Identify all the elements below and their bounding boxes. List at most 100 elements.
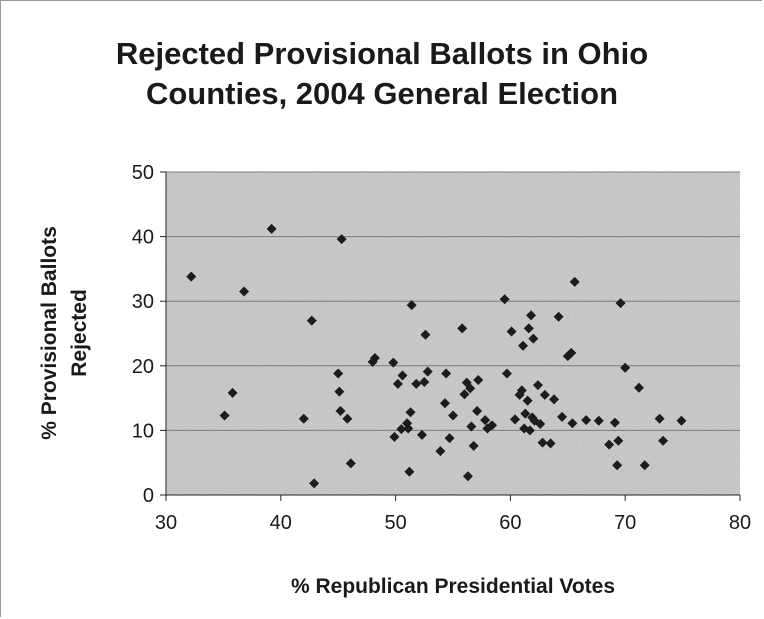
data-point-56 [520,408,531,419]
data-point-62 [528,333,539,344]
y-tick-labels: 0 10 20 30 40 50 [132,162,154,507]
chart-title-line-2: Counties, 2004 General Election [145,76,619,111]
x-axis-label: % Republican Presidential Votes [291,575,615,598]
data-point-2 [227,387,238,398]
data-point-5 [298,413,309,424]
data-point-82 [615,298,626,309]
data-point-10 [335,406,346,417]
data-point-45 [480,415,491,426]
data-point-51 [509,414,520,425]
data-point-20 [397,370,408,381]
data-point-47 [487,420,498,431]
data-point-31 [435,446,446,457]
x-tick-label-2: 50 [384,512,406,534]
data-point-77 [593,415,604,426]
data-point-53 [516,385,527,396]
chart-title-line-1: Rejected Provisional Ballots in Ohio [115,36,649,71]
data-point-19 [396,424,407,435]
data-point-88 [676,415,687,426]
data-point-8 [333,368,344,379]
data-point-50 [506,326,517,337]
data-point-7 [309,478,320,489]
data-point-87 [658,435,669,446]
x-tick-label-3: 60 [499,512,521,534]
data-point-71 [557,411,568,422]
y-tick-label-4: 40 [132,227,154,249]
y-tick-label-0: 0 [143,485,154,507]
x-tick-label-4: 70 [614,512,636,534]
data-point-28 [419,376,430,387]
data-point-78 [604,439,615,450]
data-point-25 [406,300,417,311]
data-point-43 [472,406,483,417]
data-point-39 [462,471,473,482]
data-points [186,223,687,489]
y-tick-label-3: 30 [132,291,154,313]
data-point-79 [609,417,620,428]
data-point-57 [522,395,533,406]
data-point-0 [186,271,197,282]
data-point-27 [417,429,428,440]
data-point-69 [549,394,560,405]
data-point-48 [499,294,510,305]
data-point-37 [459,389,470,400]
data-point-15 [369,353,380,364]
data-point-22 [403,423,414,434]
data-point-23 [405,407,416,418]
x-tick-label-0: 30 [155,512,177,534]
data-point-26 [411,378,422,389]
data-point-30 [422,366,433,377]
data-point-3 [239,286,250,297]
data-point-66 [537,437,548,448]
axes [160,171,741,501]
y-tick-label-1: 10 [132,420,154,442]
data-point-75 [569,276,580,287]
data-point-54 [518,340,529,351]
data-point-67 [539,389,550,400]
y-axis-label-line-2: Rejected [68,289,91,377]
data-point-58 [523,323,534,334]
data-point-13 [345,458,356,469]
x-tick-label-5: 80 [729,512,751,534]
data-point-59 [524,425,535,436]
y-axis-label-line-1: % Provisional Ballots [38,226,61,440]
data-point-17 [389,431,400,442]
data-point-9 [334,386,345,397]
data-point-70 [553,311,564,322]
data-point-85 [639,460,650,471]
data-point-42 [468,440,479,451]
data-point-29 [420,329,431,340]
data-point-6 [306,315,317,326]
y-tick-label-5: 50 [132,162,154,184]
data-point-12 [342,413,353,424]
data-point-86 [654,413,665,424]
data-point-33 [441,368,452,379]
data-point-84 [633,382,644,393]
data-point-11 [336,234,347,245]
data-point-18 [392,378,403,389]
x-tick-labels: 30 40 50 60 70 80 [155,512,751,534]
data-point-34 [444,433,455,444]
plot-area-texture [166,172,740,495]
data-point-49 [501,368,512,379]
data-point-1 [219,410,230,421]
data-point-81 [613,435,624,446]
data-point-32 [439,398,450,409]
data-point-35 [448,410,458,421]
data-point-60 [526,310,537,321]
data-point-41 [466,421,477,432]
data-point-65 [535,418,546,429]
data-point-80 [612,460,623,471]
data-point-76 [581,415,592,426]
data-point-40 [465,383,476,394]
x-tick-label-1: 40 [270,512,292,534]
data-point-36 [457,323,468,334]
data-point-74 [567,418,578,429]
y-tick-label-2: 20 [132,356,154,378]
data-point-24 [404,466,415,477]
data-point-68 [545,438,556,449]
gridlines [166,171,740,431]
chart-title: Rejected Provisional Ballots in Ohio Cou… [30,34,734,114]
